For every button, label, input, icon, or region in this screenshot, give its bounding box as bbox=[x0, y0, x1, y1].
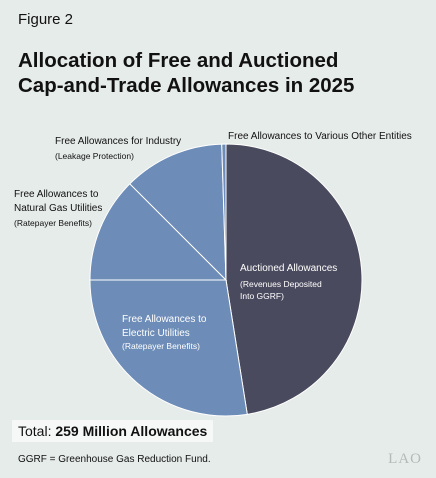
pie-slice-industry bbox=[129, 143, 227, 282]
footnote: GGRF = Greenhouse Gas Reduction Fund. bbox=[18, 454, 211, 465]
total-value: 259 Million Allowances bbox=[55, 423, 208, 439]
sublabel-industry: (Leakage Protection) bbox=[55, 151, 134, 161]
label-industry: Free Allowances for Industry bbox=[55, 136, 181, 147]
chart-title: Allocation of Free and Auctioned Cap-and… bbox=[18, 48, 418, 98]
pie-slice-auctioned bbox=[225, 143, 363, 415]
pie-slice-electric-utilities bbox=[89, 279, 248, 417]
label-other-entities: Free Allowances to Various Other Entitie… bbox=[228, 131, 412, 142]
pie-slice-other-entities bbox=[221, 143, 227, 281]
label-electric-line-1: Free Allowances to bbox=[122, 314, 207, 325]
total-prefix: Total: bbox=[18, 423, 56, 439]
figure-label: Figure 2 bbox=[18, 11, 74, 28]
sublabel-natural-gas: (Ratepayer Benefits) bbox=[14, 218, 92, 228]
pie-slice-natural-gas-utilities bbox=[89, 183, 228, 281]
chart-title-line-2: Cap-and-Trade Allowances in 2025 bbox=[18, 74, 355, 97]
label-electric-line-2: Electric Utilities bbox=[122, 328, 190, 339]
lao-logo: LAO bbox=[388, 451, 422, 467]
total-box: Total: 259 Million Allowances bbox=[12, 420, 214, 442]
chart-title-line-1: Allocation of Free and Auctioned bbox=[18, 49, 339, 72]
sublabel-auctioned-line-2: Into GGRF) bbox=[240, 291, 284, 301]
label-natural-gas-line-2: Natural Gas Utilities bbox=[14, 203, 102, 214]
label-auctioned: Auctioned Allowances bbox=[240, 263, 337, 274]
label-natural-gas-line-1: Free Allowances to bbox=[14, 189, 99, 200]
pie-slices bbox=[89, 143, 363, 417]
sublabel-electric: (Ratepayer Benefits) bbox=[122, 341, 200, 351]
sublabel-auctioned-line-1: (Revenues Deposited bbox=[240, 279, 322, 289]
